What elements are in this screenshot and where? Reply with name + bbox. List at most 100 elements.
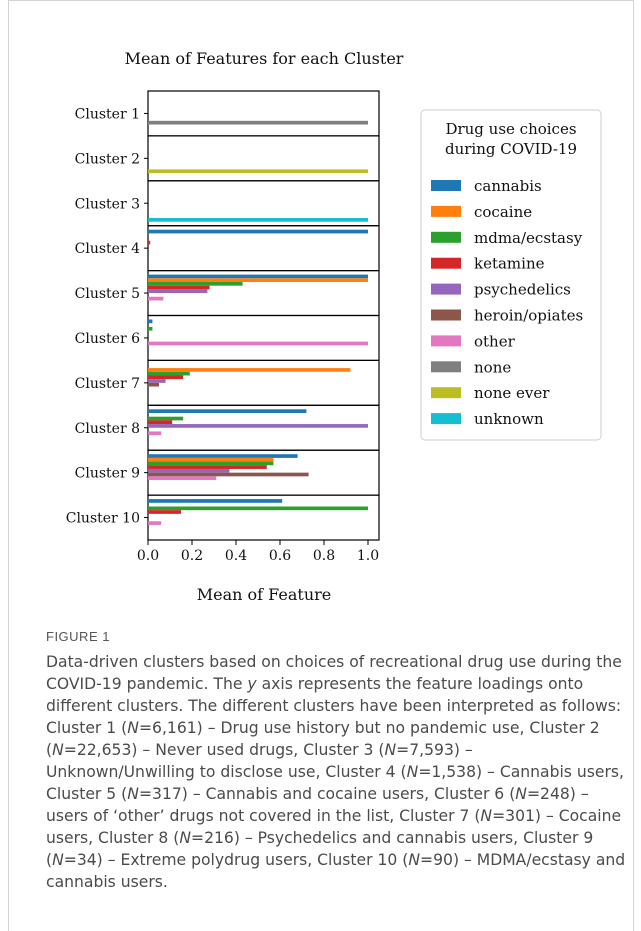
caption-n: N bbox=[515, 785, 527, 803]
legend-swatch bbox=[431, 335, 461, 347]
bar-mdma-ecstasy bbox=[148, 326, 153, 331]
x-tick-label: 0.6 bbox=[269, 548, 291, 564]
bar-other bbox=[148, 476, 217, 481]
legend-swatch bbox=[431, 231, 461, 243]
y-tick-label: Cluster 2 bbox=[75, 151, 140, 167]
bar-mdma-ecstasy bbox=[148, 371, 190, 376]
bar-cocaine bbox=[148, 457, 274, 462]
legend-swatch bbox=[431, 283, 461, 295]
bar-cannabis bbox=[148, 409, 307, 413]
bar-psychedelics bbox=[148, 289, 208, 294]
legend-label: none ever bbox=[474, 384, 550, 402]
caption-n: N bbox=[127, 719, 139, 737]
bar-other bbox=[148, 431, 162, 436]
legend-label: unknown bbox=[474, 410, 544, 428]
caption-n: N bbox=[406, 763, 419, 781]
bar-ketamine bbox=[148, 375, 184, 380]
cluster-panel bbox=[147, 314, 380, 362]
legend-label: other bbox=[474, 332, 516, 350]
caption-cluster-10: =90) – MDMA/ecstasy and cannabis users. bbox=[46, 851, 626, 891]
bar-none bbox=[148, 120, 368, 125]
legend-swatch bbox=[431, 413, 461, 425]
caption-n: N bbox=[179, 829, 191, 847]
legend-title-line1: Drug use choices bbox=[445, 120, 576, 138]
plot-area: Cluster 1 Cluster 2 Cluster 3 Cluster 4 Clus… bbox=[66, 90, 380, 564]
bar-other bbox=[148, 296, 164, 301]
legend-frame bbox=[420, 109, 602, 441]
legend-title-line2: during COVID-19 bbox=[445, 140, 577, 158]
caption-n: N bbox=[408, 851, 421, 869]
bar-unknown bbox=[148, 218, 368, 222]
caption-cluster-5: =317) – Cannabis and cocaine users, Clus… bbox=[138, 785, 516, 803]
caption-n: N bbox=[384, 741, 397, 759]
legend-label: mdma/ecstasy bbox=[474, 229, 583, 247]
chart-title: Mean of Features for each Cluster bbox=[125, 49, 404, 68]
legend-label: ketamine bbox=[474, 255, 545, 273]
caption-cluster-4: =1,538) – Cannabis users, Cluster 5 ( bbox=[46, 763, 624, 803]
bar-none-ever bbox=[148, 169, 368, 174]
caption-text-1: Data-driven clusters based on choices of… bbox=[46, 653, 622, 693]
bar-ketamine bbox=[148, 285, 210, 290]
y-tick-label: Cluster 3 bbox=[75, 196, 140, 212]
legend-swatch bbox=[431, 361, 461, 373]
legend-label: heroin/opiates bbox=[474, 307, 583, 325]
bar-ketamine bbox=[148, 465, 267, 469]
bar-cannabis bbox=[148, 454, 298, 458]
y-tick-label: Cluster 10 bbox=[66, 511, 140, 527]
bar-cocaine bbox=[148, 368, 351, 372]
bar-ketamine bbox=[148, 510, 181, 514]
y-tick-label: Cluster 8 bbox=[75, 421, 140, 437]
bar-chart: Mean of Features for each Cluster Cluste… bbox=[66, 49, 602, 604]
legend-items: cannabis cocaine mdma/ecstasy ketamine psych… bbox=[431, 177, 583, 428]
bar-ketamine bbox=[148, 240, 151, 245]
bar-mdma-ecstasy bbox=[148, 461, 274, 466]
caption-text-2: axis represents the feature loadings ont… bbox=[46, 675, 622, 737]
cluster-panel bbox=[147, 135, 380, 182]
y-tick-label: Cluster 1 bbox=[75, 106, 140, 122]
caption-n: N bbox=[52, 851, 64, 869]
legend-swatch bbox=[431, 205, 461, 217]
x-axis-label: Mean of Feature bbox=[197, 585, 332, 604]
bar-cannabis bbox=[148, 499, 283, 503]
bar-mdma-ecstasy bbox=[148, 506, 368, 511]
y-tick-label: Cluster 6 bbox=[75, 331, 140, 347]
caption-cluster-8: =216) – Psychedelics and cannabis users,… bbox=[46, 829, 594, 869]
legend-swatch bbox=[431, 180, 461, 191]
legend-swatch bbox=[431, 387, 461, 399]
bar-cocaine bbox=[148, 278, 368, 282]
legend-label: psychedelics bbox=[474, 281, 571, 299]
caption-cluster-6: =248) – users of ‘other’ drugs not cover… bbox=[46, 785, 589, 825]
caption-n: N bbox=[127, 785, 139, 803]
cluster-panel bbox=[147, 359, 380, 406]
legend-label: cocaine bbox=[474, 203, 532, 221]
x-tick-label: 0.2 bbox=[181, 548, 203, 564]
x-tick-label: 0.4 bbox=[225, 548, 247, 564]
legend-swatch bbox=[431, 257, 461, 269]
figure-caption: Data-driven clusters based on choices of… bbox=[46, 651, 626, 893]
bar-cannabis bbox=[148, 274, 368, 279]
caption-cluster-7: =301) – Cocaine users, Cluster 8 ( bbox=[46, 807, 622, 847]
bar-heroin-opiates bbox=[148, 382, 159, 387]
bar-mdma-ecstasy bbox=[148, 281, 243, 286]
x-tick-label: 1.0 bbox=[357, 548, 379, 564]
caption-cluster-3: =7,593) – Unknown/Unwilling to disclose … bbox=[46, 741, 473, 781]
bar-psychedelics bbox=[148, 379, 166, 383]
x-tick-label: 0.0 bbox=[137, 548, 159, 564]
figure-label: FIGURE 1 bbox=[46, 629, 110, 644]
x-tick-label: 0.8 bbox=[313, 548, 335, 564]
bar-psychedelics bbox=[148, 468, 230, 473]
cluster-panel bbox=[147, 90, 380, 137]
caption-n: N bbox=[480, 807, 493, 825]
bar-heroin-opiates bbox=[148, 472, 309, 477]
bar-other bbox=[148, 521, 162, 525]
y-tick-label: Cluster 5 bbox=[75, 286, 140, 302]
bar-psychedelics bbox=[148, 424, 368, 428]
y-tick-label: Cluster 4 bbox=[75, 241, 140, 257]
caption-y-axis: y bbox=[247, 675, 257, 693]
bar-cannabis bbox=[148, 319, 153, 324]
legend-label: none bbox=[474, 358, 511, 376]
y-tick-label: Cluster 7 bbox=[75, 376, 140, 392]
caption-cluster-9: =34) – Extreme polydrug users, Cluster 1… bbox=[63, 851, 409, 869]
bar-mdma-ecstasy bbox=[148, 416, 184, 421]
bar-ketamine bbox=[148, 420, 173, 425]
